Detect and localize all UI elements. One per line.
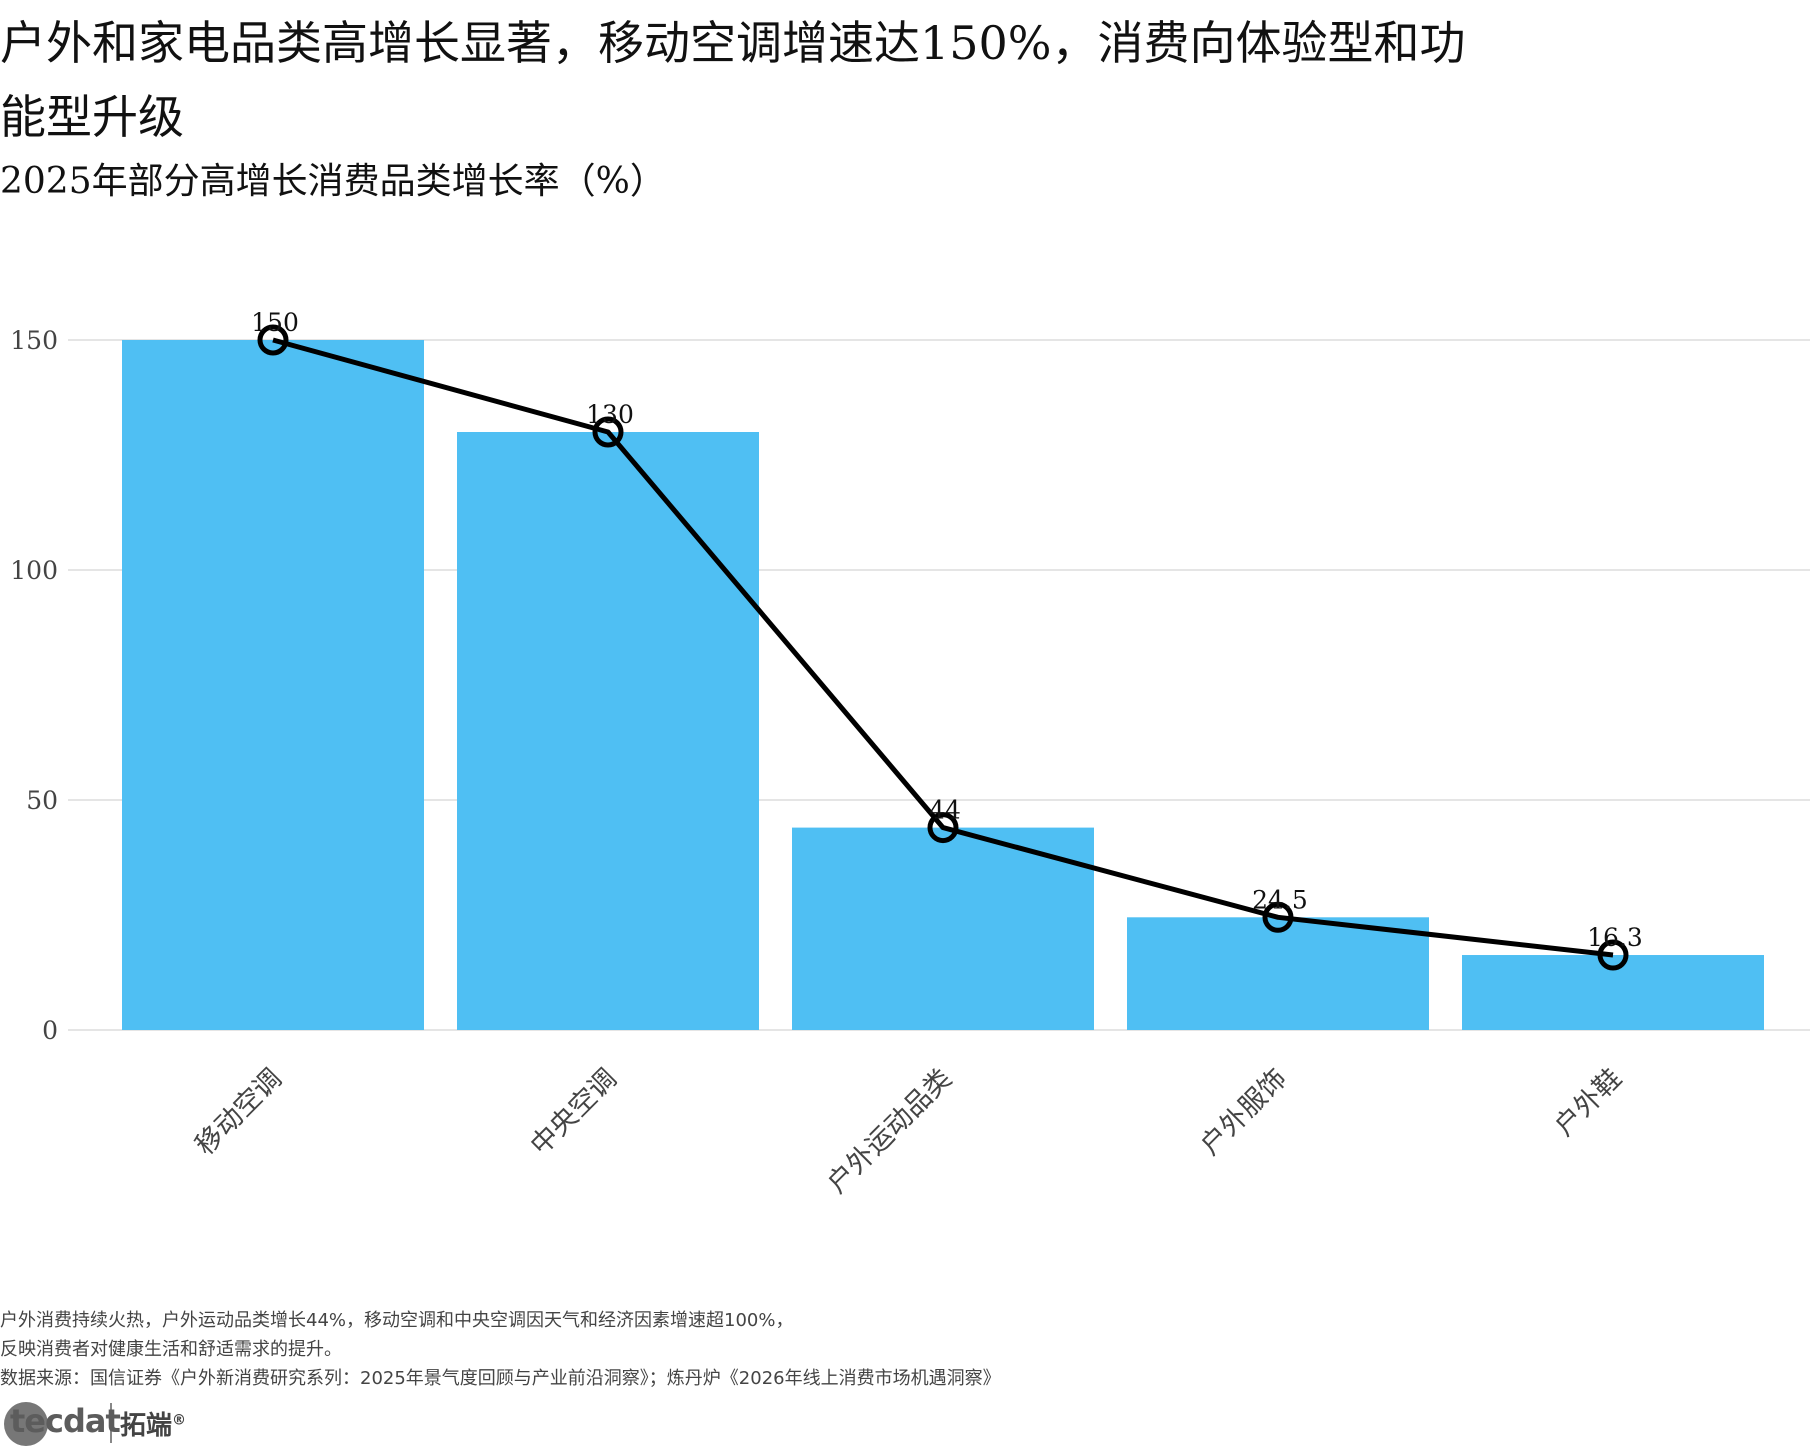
trend-line — [257, 324, 1629, 971]
caption-line-2: 反映消费者对健康生活和舒适需求的提升。 — [0, 1339, 342, 1360]
logo-text-cn: 拓端® — [120, 1405, 186, 1442]
x-tick-label-2: 中央空调 — [525, 1063, 623, 1161]
bar-2 — [457, 432, 759, 1030]
x-tick-label-3: 户外运动品类 — [821, 1063, 957, 1199]
trend-polyline — [272, 337, 1614, 958]
y-tick-label-100: 100 — [10, 556, 58, 585]
data-label-5: 16.3 — [1587, 923, 1643, 952]
bar-3 — [792, 827, 1094, 1030]
registered-mark: ® — [172, 1411, 187, 1428]
logo-text-en: tecdat — [10, 1402, 121, 1440]
line-marker-5 — [1597, 939, 1629, 971]
bar-1 — [122, 340, 424, 1030]
bar-4 — [1127, 917, 1429, 1030]
y-tick-label-0: 0 — [42, 1016, 58, 1045]
data-label-1: 150 — [251, 308, 299, 337]
x-tick-label-1: 移动空调 — [190, 1063, 288, 1161]
caption-source: 数据来源：国信证券《户外新消费研究系列：2025年景气度回顾与产业前沿洞察》；炼… — [0, 1368, 1001, 1389]
logo-cn-text: 拓端 — [120, 1410, 173, 1441]
data-label-3: 44 — [929, 796, 961, 825]
data-label-2: 130 — [586, 400, 634, 429]
logo-circle-icon — [4, 1402, 48, 1446]
data-labels: 150 130 44 24.5 16.3 — [251, 308, 1643, 952]
line-marker-4 — [1262, 901, 1294, 933]
line-marker-2 — [592, 416, 624, 448]
chart-title: 户外和家电品类高增长显著，移动空调增速达150%，消费向体验型和功能型升级 — [0, 16, 1466, 144]
chart-subtitle: 2025年部分高增长消费品类增长率（%） — [0, 161, 666, 202]
brand-logo: tecdat 拓端® — [4, 1398, 186, 1448]
y-tick-label-50: 50 — [26, 786, 58, 815]
data-label-4: 24.5 — [1252, 885, 1308, 914]
chart-caption: 户外消费持续火热，户外运动品类增长44%，移动空调和中央空调因天气和经济因素增速… — [0, 1306, 1001, 1393]
bars — [122, 340, 1764, 1030]
y-tick-label-150: 150 — [10, 326, 58, 355]
tecdat-logo-mark: tecdat — [4, 1398, 121, 1448]
x-tick-label-5: 户外鞋 — [1549, 1063, 1628, 1142]
caption-line-1: 户外消费持续火热，户外运动品类增长44%，移动空调和中央空调因天气和经济因素增速… — [0, 1310, 794, 1331]
bar-line-chart: 150 130 44 24.5 16.3 0 50 100 150 移动空调 中央空调 户外运动品类… — [10, 308, 1810, 1200]
logo-separator — [110, 1403, 112, 1443]
line-marker-1 — [257, 324, 289, 356]
x-tick-label-4: 户外服饰 — [1195, 1063, 1293, 1161]
line-marker-3 — [927, 812, 959, 844]
